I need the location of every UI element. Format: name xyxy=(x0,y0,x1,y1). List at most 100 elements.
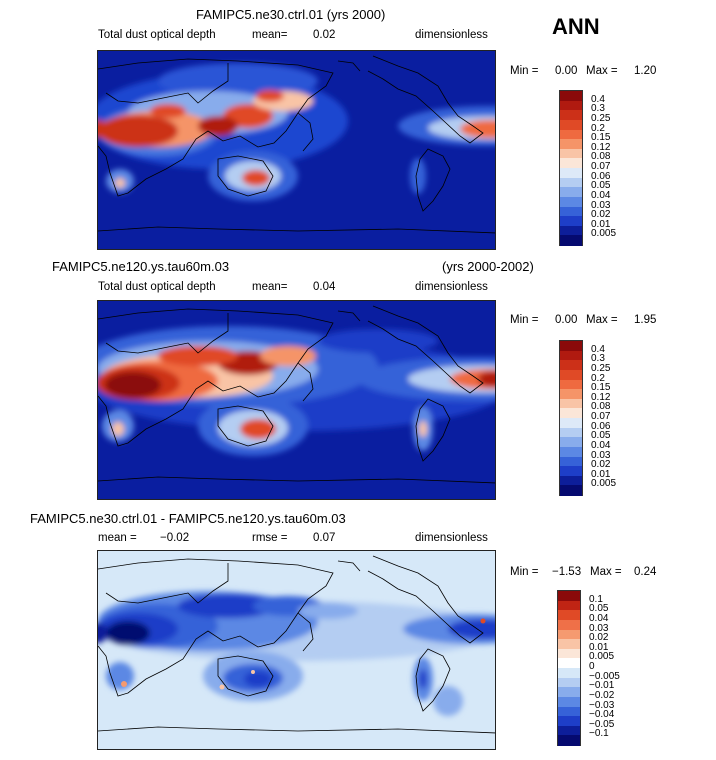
colorbar-swatch xyxy=(558,648,580,659)
panel-1-max-value: 1.20 xyxy=(634,65,657,77)
colorbar-tick-label: −0.03 xyxy=(589,699,615,711)
colorbar-swatch xyxy=(558,696,580,707)
panel-2-variable: Total dust optical depth xyxy=(98,281,216,293)
colorbar-swatch xyxy=(560,389,582,400)
colorbar-tick-label: 0.01 xyxy=(589,641,609,653)
panel-2-mean-value: 0.04 xyxy=(313,281,336,293)
season-label: ANN xyxy=(552,14,600,39)
panel-1-units: dimensionless xyxy=(415,29,488,41)
colorbar-swatch xyxy=(560,187,582,198)
panel-2-mean-label: mean= xyxy=(252,281,288,293)
colorbar-tick-label: 0.4 xyxy=(591,343,605,355)
colorbar-swatch xyxy=(558,610,580,621)
colorbar-swatch xyxy=(560,129,582,140)
colorbar-tick-label: 0.4 xyxy=(591,93,605,105)
colorbar-swatch xyxy=(558,639,580,650)
colorbar-tick-label: 0 xyxy=(589,661,595,672)
colorbar-tick-label: −0.005 xyxy=(589,670,620,682)
colorbar-tick-label: 0.12 xyxy=(591,141,611,153)
panel-3-mean-value: −0.02 xyxy=(160,532,190,544)
colorbar-swatch xyxy=(560,91,582,102)
panel-3-map xyxy=(97,550,496,750)
colorbar-swatch xyxy=(560,408,582,419)
colorbar-tick-label: 0.25 xyxy=(591,362,611,374)
panel-1-title: FAMIPC5.ne30.ctrl.01 (yrs 2000) xyxy=(196,7,386,22)
colorbar-swatch xyxy=(558,725,580,736)
colorbar-swatch xyxy=(560,427,582,438)
panel-2-units: dimensionless xyxy=(415,281,488,293)
colorbar-tick-label: 0.02 xyxy=(589,632,609,644)
colorbar-tick-label: 0.03 xyxy=(589,622,609,634)
panel-3-title: FAMIPC5.ne30.ctrl.01 - FAMIPC5.ne120.ys.… xyxy=(30,511,346,526)
panel-2-max-value: 1.95 xyxy=(634,314,657,326)
colorbar-swatch xyxy=(558,629,580,640)
panel-1-mean-value: 0.02 xyxy=(313,29,336,41)
colorbar-tick-label: 0.08 xyxy=(591,151,611,163)
colorbar-tick-label: 0.01 xyxy=(591,218,611,230)
colorbar-tick-label: −0.01 xyxy=(589,680,615,692)
colorbar-swatch xyxy=(560,456,582,467)
colorbar-tick-label: 0.02 xyxy=(591,209,611,221)
colorbar-swatch xyxy=(560,148,582,159)
colorbar-swatch xyxy=(560,168,582,179)
panel-1-variable: Total dust optical depth xyxy=(98,29,216,41)
colorbar-tick-label: −0.05 xyxy=(589,718,615,730)
panel-2-min-label: Min = xyxy=(510,314,539,326)
colorbar-swatch xyxy=(558,619,580,630)
colorbar-swatch xyxy=(560,369,582,380)
panel-2-years: (yrs 2000-2002) xyxy=(442,259,534,274)
panel-1-colorbar xyxy=(559,90,583,246)
colorbar-swatch xyxy=(560,418,582,429)
panel-3-max-label: Max = xyxy=(590,566,622,578)
colorbar-swatch xyxy=(560,350,582,361)
colorbar-swatch xyxy=(558,600,580,611)
panel-1-min-label: Min = xyxy=(510,65,539,77)
panel-3-min-value: −1.53 xyxy=(552,566,582,578)
colorbar-tick-label: 0.12 xyxy=(591,391,611,403)
colorbar-tick-label: −0.1 xyxy=(589,728,609,740)
colorbar-tick-label: 0.005 xyxy=(589,651,615,663)
colorbar-swatch xyxy=(558,668,580,679)
colorbar-swatch xyxy=(558,716,580,727)
panel-3-max-value: 0.24 xyxy=(634,566,657,578)
panel-3-units: dimensionless xyxy=(415,532,488,544)
panel-1-min-value: 0.00 xyxy=(555,65,578,77)
colorbar-tick-label: 0.05 xyxy=(589,603,609,615)
colorbar-swatch xyxy=(560,379,582,390)
panel-2-map xyxy=(97,300,496,500)
panel-2-colorbar xyxy=(559,340,583,496)
panel-2-max-label: Max = xyxy=(586,314,618,326)
colorbar-tick-label: 0.06 xyxy=(591,420,611,432)
panel-3-min-label: Min = xyxy=(510,566,539,578)
colorbar-tick-label: 0.07 xyxy=(591,411,611,422)
panel-2-min-value: 0.00 xyxy=(555,314,578,326)
colorbar-tick-label: 0.3 xyxy=(591,353,605,365)
panel-3-rmse-label: rmse = xyxy=(252,532,288,544)
colorbar-tick-label: 0.05 xyxy=(591,180,611,192)
colorbar-tick-label: 0.3 xyxy=(591,103,605,115)
colorbar-tick-label: −0.04 xyxy=(589,709,615,721)
colorbar-tick-label: 0.005 xyxy=(591,228,617,240)
colorbar-swatch xyxy=(560,110,582,121)
colorbar-tick-label: 0.01 xyxy=(591,468,611,480)
colorbar-tick-label: 0.04 xyxy=(591,439,611,451)
colorbar-swatch xyxy=(560,216,582,227)
colorbar-swatch xyxy=(558,591,580,602)
panel-2-title: FAMIPC5.ne120.ys.tau60m.03 xyxy=(52,259,230,274)
panel-3-colorbar xyxy=(557,590,581,746)
colorbar-tick-label: 0.03 xyxy=(591,449,611,461)
colorbar-tick-label: 0.07 xyxy=(591,161,611,172)
colorbar-tick-label: 0.08 xyxy=(591,401,611,413)
colorbar-swatch xyxy=(560,360,582,371)
colorbar-swatch xyxy=(560,158,582,169)
colorbar-swatch xyxy=(560,139,582,150)
panel-1-mean-label: mean= xyxy=(252,29,288,41)
colorbar-tick-label: 0.03 xyxy=(591,199,611,211)
colorbar-swatch xyxy=(560,235,582,246)
colorbar-tick-label: 0.2 xyxy=(591,122,605,134)
colorbar-swatch xyxy=(560,485,582,496)
colorbar-tick-label: 0.02 xyxy=(591,459,611,471)
colorbar-swatch xyxy=(560,437,582,448)
colorbar-tick-label: 0.05 xyxy=(591,430,611,442)
colorbar-tick-label: 0.1 xyxy=(589,593,603,605)
